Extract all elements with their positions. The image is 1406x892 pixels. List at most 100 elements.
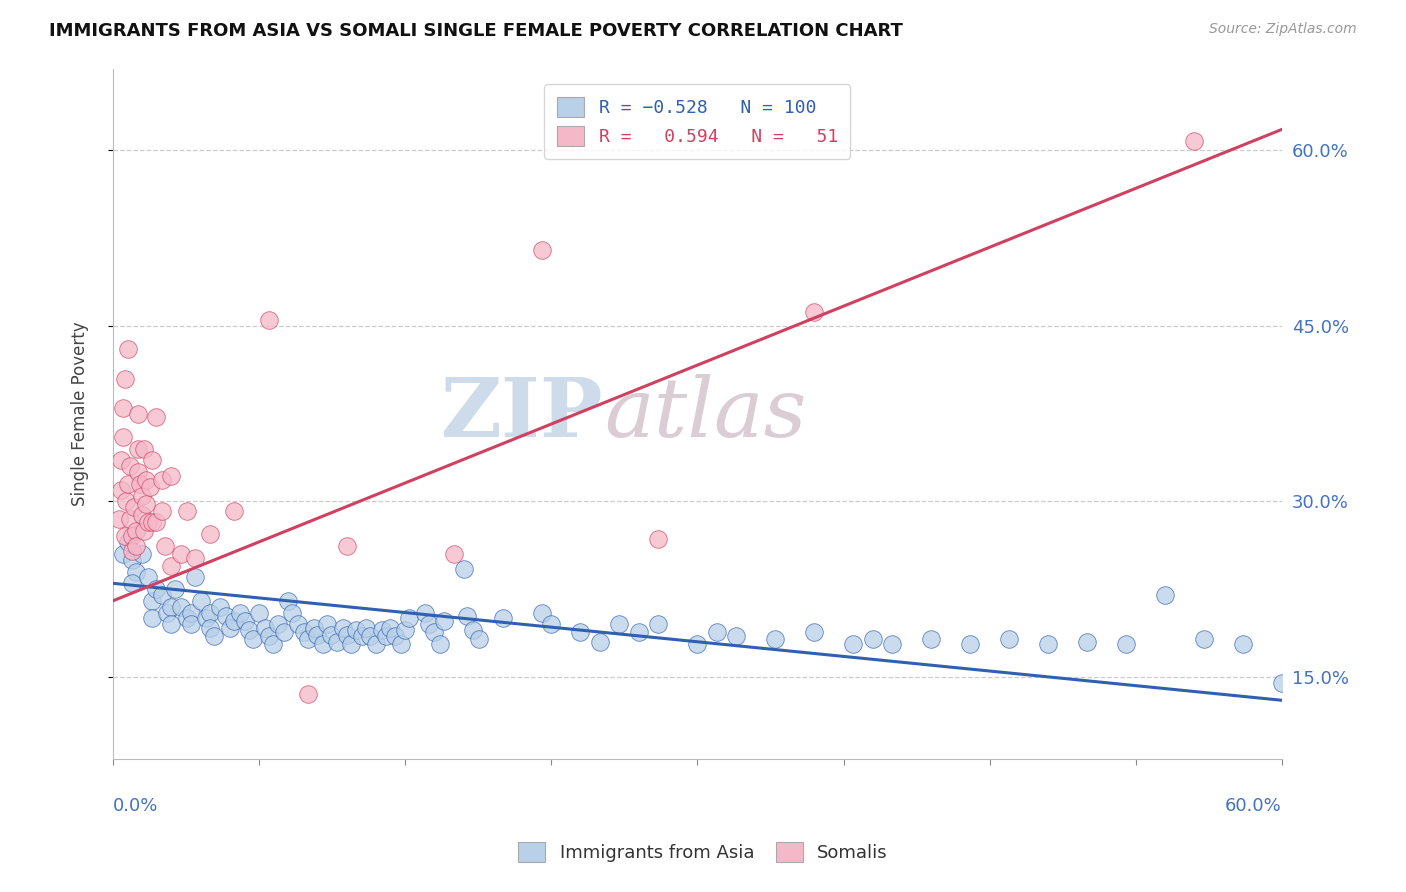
Point [262,637,284,651]
Point [336,539,359,553]
Point [273,625,295,640]
Point [156,606,179,620]
Point [998,632,1021,647]
Text: IMMIGRANTS FROM ASIA VS SOMALI SINGLE FEMALE POVERTY CORRELATION CHART: IMMIGRANTS FROM ASIA VS SOMALI SINGLE FE… [49,22,903,40]
Point [121,529,143,543]
Point [540,617,562,632]
Point [371,623,394,637]
Point [530,606,553,620]
Point [160,558,183,573]
Point [176,611,198,625]
Point [127,407,149,421]
Point [131,547,153,561]
Point [139,480,162,494]
Point [763,632,786,647]
Point [141,611,163,625]
Point [200,527,222,541]
Point [165,582,187,596]
Point [374,629,396,643]
Point [132,442,155,456]
Point [110,483,132,497]
Point [686,637,709,651]
Point [1115,637,1137,651]
Point [1271,675,1294,690]
Point [135,473,157,487]
Point [121,576,143,591]
Point [1076,634,1098,648]
Point [110,453,132,467]
Point [803,305,825,319]
Point [222,614,245,628]
Text: atlas: atlas [605,374,806,454]
Point [202,629,225,643]
Text: 0.0%: 0.0% [112,797,159,814]
Point [117,343,139,357]
Point [200,606,222,620]
Point [160,599,183,614]
Point [319,628,342,642]
Point [589,634,612,648]
Point [183,570,205,584]
Point [170,547,193,561]
Point [121,553,143,567]
Point [131,508,153,523]
Point [277,594,299,608]
Point [389,637,412,651]
Point [468,632,491,647]
Point [141,594,163,608]
Point [352,629,374,643]
Text: 60.0%: 60.0% [1225,797,1282,814]
Point [120,459,142,474]
Point [238,623,260,637]
Point [117,535,139,549]
Point [609,617,631,632]
Point [170,599,193,614]
Point [124,500,146,515]
Point [326,634,349,648]
Point [336,628,359,642]
Point [307,628,329,642]
Point [302,621,325,635]
Point [132,524,155,538]
Point [433,614,456,628]
Point [136,516,159,530]
Point [215,609,238,624]
Point [647,532,669,546]
Point [131,489,153,503]
Text: ZIP: ZIP [441,374,605,454]
Point [160,617,183,632]
Point [242,632,264,647]
Point [418,617,440,632]
Point [257,313,280,327]
Point [176,504,198,518]
Point [920,632,942,647]
Point [364,637,387,651]
Point [107,512,129,526]
Point [1036,637,1059,651]
Point [127,465,149,479]
Point [453,562,475,576]
Point [725,629,748,643]
Point [297,688,319,702]
Point [145,582,167,596]
Point [394,623,416,637]
Point [443,547,465,561]
Point [150,588,173,602]
Point [398,611,420,625]
Point [114,529,136,543]
Point [1232,637,1254,651]
Point [281,606,304,620]
Point [125,565,148,579]
Point [297,632,319,647]
Point [114,371,136,385]
Legend: Immigrants from Asia, Somalis: Immigrants from Asia, Somalis [510,835,896,870]
Point [530,243,553,257]
Point [627,625,650,640]
Point [253,621,276,635]
Point [378,621,401,635]
Point [354,621,377,635]
Point [136,570,159,584]
Legend: R = −0.528   N = 100, R =   0.594   N =   51: R = −0.528 N = 100, R = 0.594 N = 51 [544,85,851,159]
Point [200,621,222,635]
Point [384,629,406,643]
